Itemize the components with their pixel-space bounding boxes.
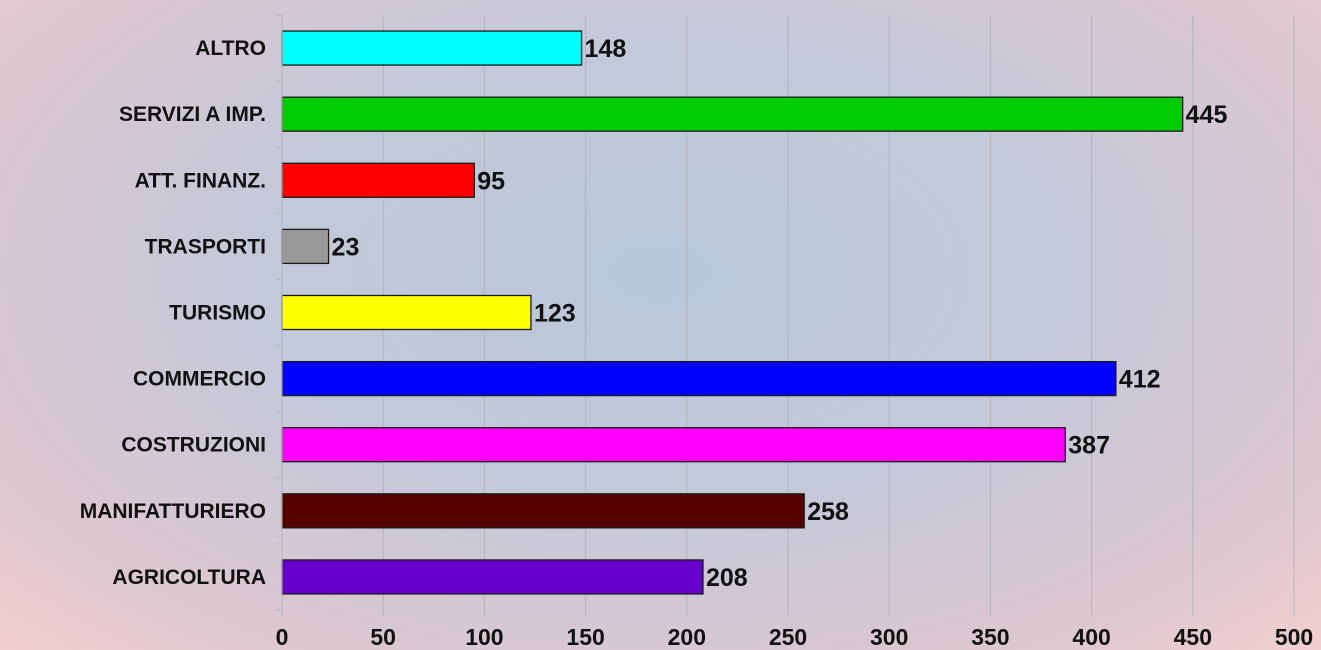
value-label: 148 [585, 35, 627, 63]
value-label: 387 [1068, 432, 1110, 460]
x-tick-label: 500 [1275, 624, 1313, 650]
category-label: ATT. FINANZ. [135, 169, 266, 192]
category-label: SERVIZI A IMP. [119, 103, 266, 126]
x-tick-label: 350 [971, 624, 1009, 650]
x-tick-label: 200 [668, 624, 706, 650]
value-label: 208 [706, 564, 748, 592]
x-tick-label: 100 [465, 624, 503, 650]
bar [281, 360, 1117, 397]
x-tick-label: 50 [370, 624, 396, 650]
category-label: AGRICOLTURA [112, 566, 266, 589]
x-tick-label: 300 [870, 624, 908, 650]
x-tick-label: 0 [276, 624, 289, 650]
value-label: 412 [1119, 366, 1161, 394]
value-label: 95 [477, 167, 505, 195]
bar [281, 30, 583, 66]
value-label: 123 [534, 300, 576, 328]
category-label: TURISMO [169, 302, 266, 325]
bar [281, 493, 805, 529]
bar [281, 228, 330, 265]
bar [281, 162, 475, 198]
bar [281, 427, 1066, 463]
labels: 0 50 100 150 200 250 300 350 400 450 500 AGRICOLTUR… [80, 35, 1313, 650]
value-label: 23 [332, 233, 360, 261]
x-tick-label: 150 [566, 624, 604, 650]
category-label: COSTRUZIONI [121, 434, 266, 457]
category-label: ALTRO [195, 37, 266, 60]
bars [281, 30, 1184, 595]
x-tick-label: 450 [1174, 624, 1212, 650]
value-label: 258 [807, 498, 849, 526]
x-tick-label: 250 [769, 624, 807, 650]
value-label: 445 [1186, 101, 1228, 129]
category-label: MANIFATTURIERO [80, 500, 266, 523]
category-label: COMMERCIO [133, 368, 266, 391]
axes [276, 14, 1295, 616]
bar [281, 294, 532, 331]
bar [281, 559, 704, 595]
category-label: TRASPORTI [145, 235, 266, 258]
bar [281, 96, 1184, 132]
x-tick-label: 400 [1072, 624, 1110, 650]
